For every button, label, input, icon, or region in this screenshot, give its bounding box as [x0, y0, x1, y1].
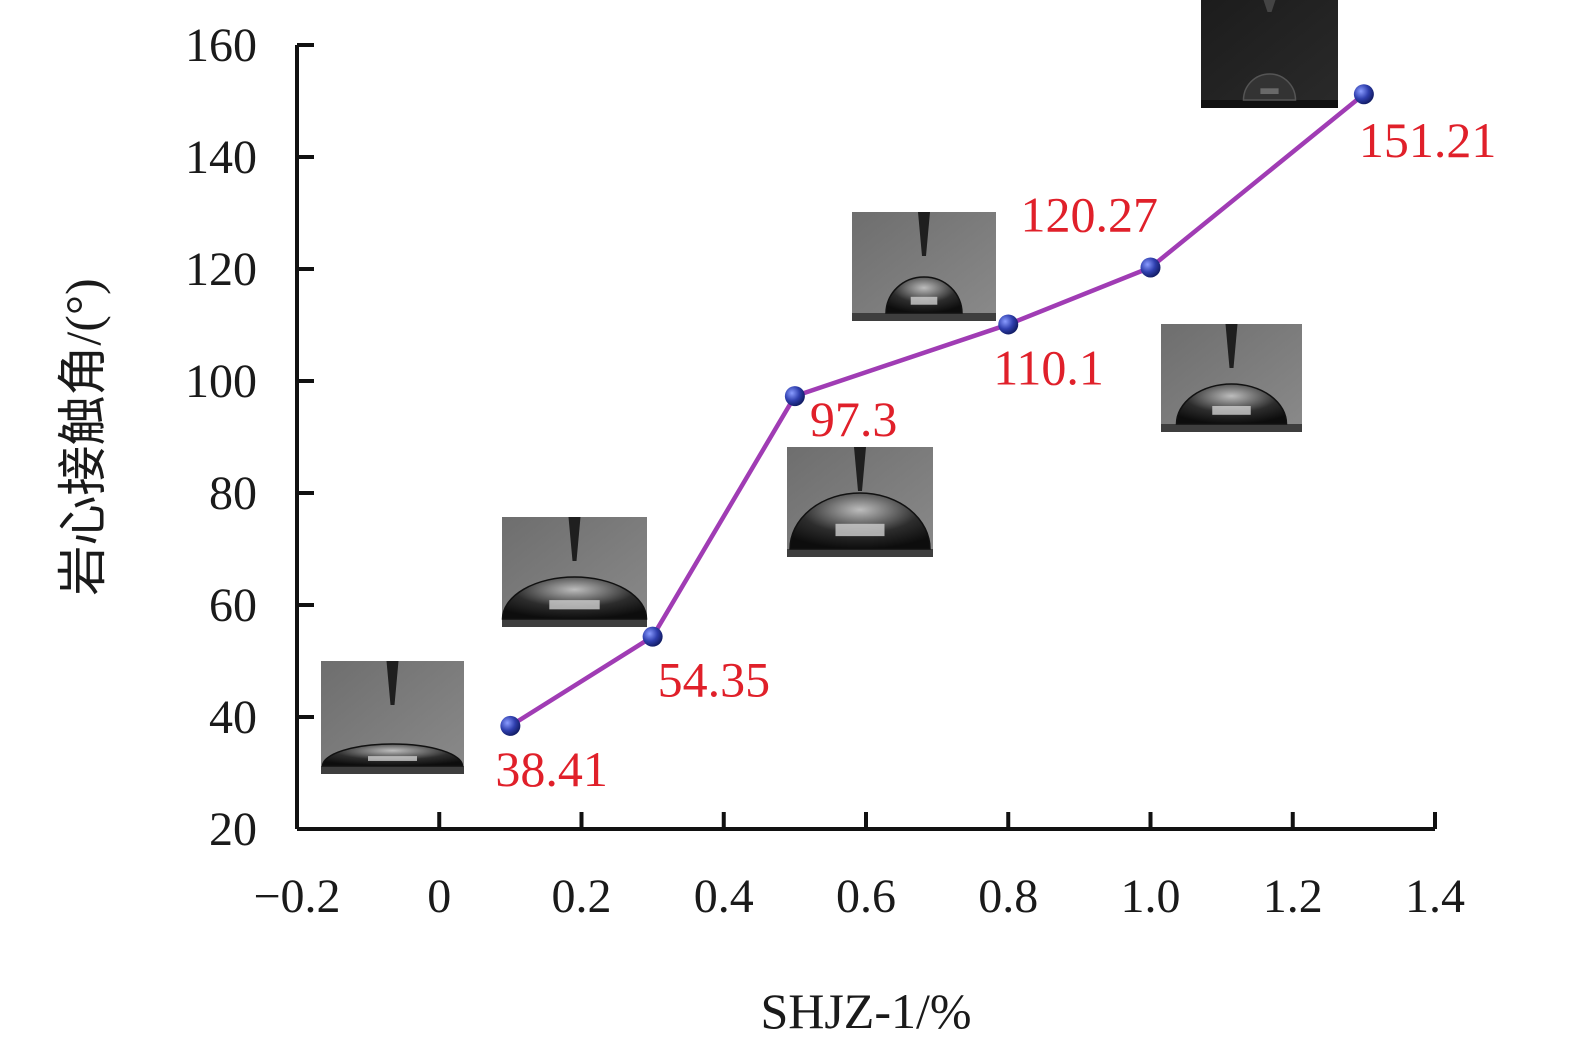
data-point — [500, 715, 521, 736]
data-label: 97.3 — [810, 391, 898, 447]
data-point — [1353, 84, 1374, 105]
x-tick-label: 0.4 — [694, 870, 754, 923]
x-tick-label: 1.4 — [1405, 870, 1465, 923]
y-tick-label: 100 — [185, 355, 257, 408]
droplet-photo — [321, 661, 464, 774]
droplet-photo — [852, 212, 996, 321]
data-label: 110.1 — [993, 339, 1104, 395]
data-label: 151.21 — [1359, 112, 1497, 168]
data-label: 38.41 — [495, 741, 608, 797]
x-tick-label: 0.8 — [978, 870, 1038, 923]
x-tick-label: 1.2 — [1263, 870, 1323, 923]
y-axis-ticks: 20 40 60 80 100 120 140 160 — [185, 19, 314, 856]
data-points — [500, 84, 1374, 736]
droplet-insets — [321, 0, 1338, 774]
y-tick-label: 140 — [185, 131, 257, 184]
data-labels: 38.41 54.35 97.3 110.1 120.27 151.21 — [495, 112, 1496, 797]
x-tick-label: 0 — [427, 870, 451, 923]
x-tick-label: 0.6 — [836, 870, 896, 923]
y-tick-label: 20 — [209, 803, 257, 856]
y-tick-label: 60 — [209, 579, 257, 632]
droplet-photo — [1161, 324, 1302, 432]
y-tick-label: 120 — [185, 243, 257, 296]
data-label: 120.27 — [1021, 186, 1159, 242]
x-tick-label: −0.2 — [253, 870, 340, 923]
y-tick-label: 80 — [209, 467, 257, 520]
y-axis-title: 岩心接触角/(°) — [55, 278, 111, 595]
data-point — [642, 626, 663, 647]
y-tick-label: 160 — [185, 19, 257, 72]
droplet-photo — [787, 447, 933, 557]
droplet-photo — [501, 517, 648, 627]
x-tick-label: 1.0 — [1121, 870, 1181, 923]
y-tick-label: 40 — [209, 691, 257, 744]
data-point — [998, 314, 1019, 335]
x-tick-label: 0.2 — [552, 870, 612, 923]
data-point — [1140, 257, 1161, 278]
series-line — [509, 92, 1366, 728]
droplet-photo — [1201, 0, 1338, 108]
x-axis-title: SHJZ-1/% — [760, 983, 971, 1039]
data-point — [784, 386, 805, 407]
x-axis-ticks: −0.2 0 0.2 0.4 0.6 0.8 1.0 1.2 1.4 — [253, 812, 1465, 923]
data-label: 54.35 — [658, 652, 771, 708]
